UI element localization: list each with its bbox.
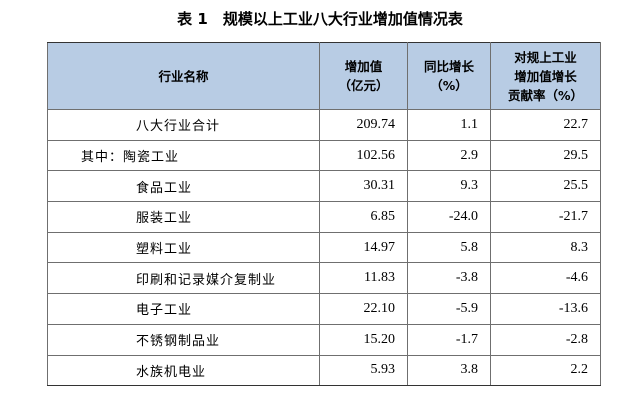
row-label: 食品工业: [47, 170, 320, 203]
row-label: 电子工业: [47, 293, 320, 325]
cell-value: 2.9: [407, 140, 491, 172]
cell-value: 22.10: [319, 293, 408, 325]
cell-value: 209.74: [319, 109, 408, 141]
header-cell: 同比增长 （%）: [407, 42, 491, 110]
row-label: 其中：陶瓷工业: [47, 140, 320, 172]
cell-value: -5.9: [407, 293, 491, 325]
table-body: 八大行业合计 209.74 1.1 22.7 其中：陶瓷工业 102.56 2.9 29.5 食…: [47, 109, 601, 387]
table-row: 服装工业 6.85 -24.0 -21.7: [47, 201, 601, 233]
cell-value: -13.6: [490, 293, 601, 325]
header-line: 增加值增长: [514, 68, 577, 84]
row-label: 印刷和记录媒介复制业: [47, 262, 320, 295]
table-row: 不锈钢制品业 15.20 -1.7 -2.8: [47, 324, 601, 356]
row-label: 不锈钢制品业: [47, 324, 320, 356]
header-line: 贡献率（%）: [507, 87, 584, 103]
cell-value: 30.31: [319, 170, 408, 203]
data-table: 行业名称 增加值 （亿元） 同比增长 （%） 对规上工业增加值增长贡献率（%） 八大行业合…: [47, 42, 601, 387]
cell-value: 1.1: [407, 109, 491, 141]
header-line: 增加值: [344, 59, 383, 74]
cell-value: -21.7: [490, 201, 601, 233]
cell-value: 29.5: [490, 140, 601, 172]
header-row: 行业名称 增加值 （亿元） 同比增长 （%） 对规上工业增加值增长贡献率（%）: [47, 42, 601, 110]
cell-value: -3.8: [407, 262, 491, 295]
table-row: 食品工业 30.31 9.3 25.5: [47, 170, 601, 203]
row-label: 水族机电业: [47, 355, 320, 387]
cell-value: 11.83: [319, 262, 408, 295]
table-row: 其中：陶瓷工业 102.56 2.9 29.5: [47, 140, 601, 172]
header-line: 行业名称: [158, 68, 209, 84]
header-cell: 行业名称: [47, 42, 320, 110]
table-row: 八大行业合计 209.74 1.1 22.7: [47, 109, 601, 141]
row-label: 塑料工业: [47, 232, 320, 264]
header-line: 同比增长: [423, 59, 474, 74]
header-line: （%）: [430, 78, 468, 93]
cell-value: 8.3: [490, 232, 601, 264]
header-line: （亿元）: [338, 78, 389, 93]
table-row: 电子工业 22.10 -5.9 -13.6: [47, 293, 601, 325]
cell-value: 22.7: [490, 109, 601, 141]
cell-value: 14.97: [319, 232, 408, 264]
table-row: 塑料工业 14.97 5.8 8.3: [47, 232, 601, 264]
cell-value: -4.6: [490, 262, 601, 295]
cell-value: -1.7: [407, 324, 491, 356]
row-label: 八大行业合计: [47, 109, 320, 141]
header-line: 对规上工业: [514, 49, 577, 65]
table-row: 水族机电业 5.93 3.8 2.2: [47, 355, 601, 387]
cell-value: 6.85: [319, 201, 408, 233]
table-row: 印刷和记录媒介复制业 11.83 -3.8 -4.6: [47, 262, 601, 295]
cell-value: 25.5: [490, 170, 601, 203]
cell-value: 9.3: [407, 170, 491, 203]
cell-value: 5.8: [407, 232, 491, 264]
table-title: 表 1 规模以上工业八大行业增加值情况表: [177, 10, 463, 28]
header-cell: 对规上工业增加值增长贡献率（%）: [490, 42, 601, 110]
cell-value: -24.0: [407, 201, 491, 233]
cell-value: 5.93: [319, 355, 408, 387]
cell-value: 102.56: [319, 140, 408, 172]
cell-value: 3.8: [407, 355, 491, 387]
cell-value: -2.8: [490, 324, 601, 356]
cell-value: 2.2: [490, 355, 601, 387]
cell-value: 15.20: [319, 324, 408, 356]
row-label: 服装工业: [47, 201, 320, 233]
header-cell: 增加值 （亿元）: [319, 42, 408, 110]
